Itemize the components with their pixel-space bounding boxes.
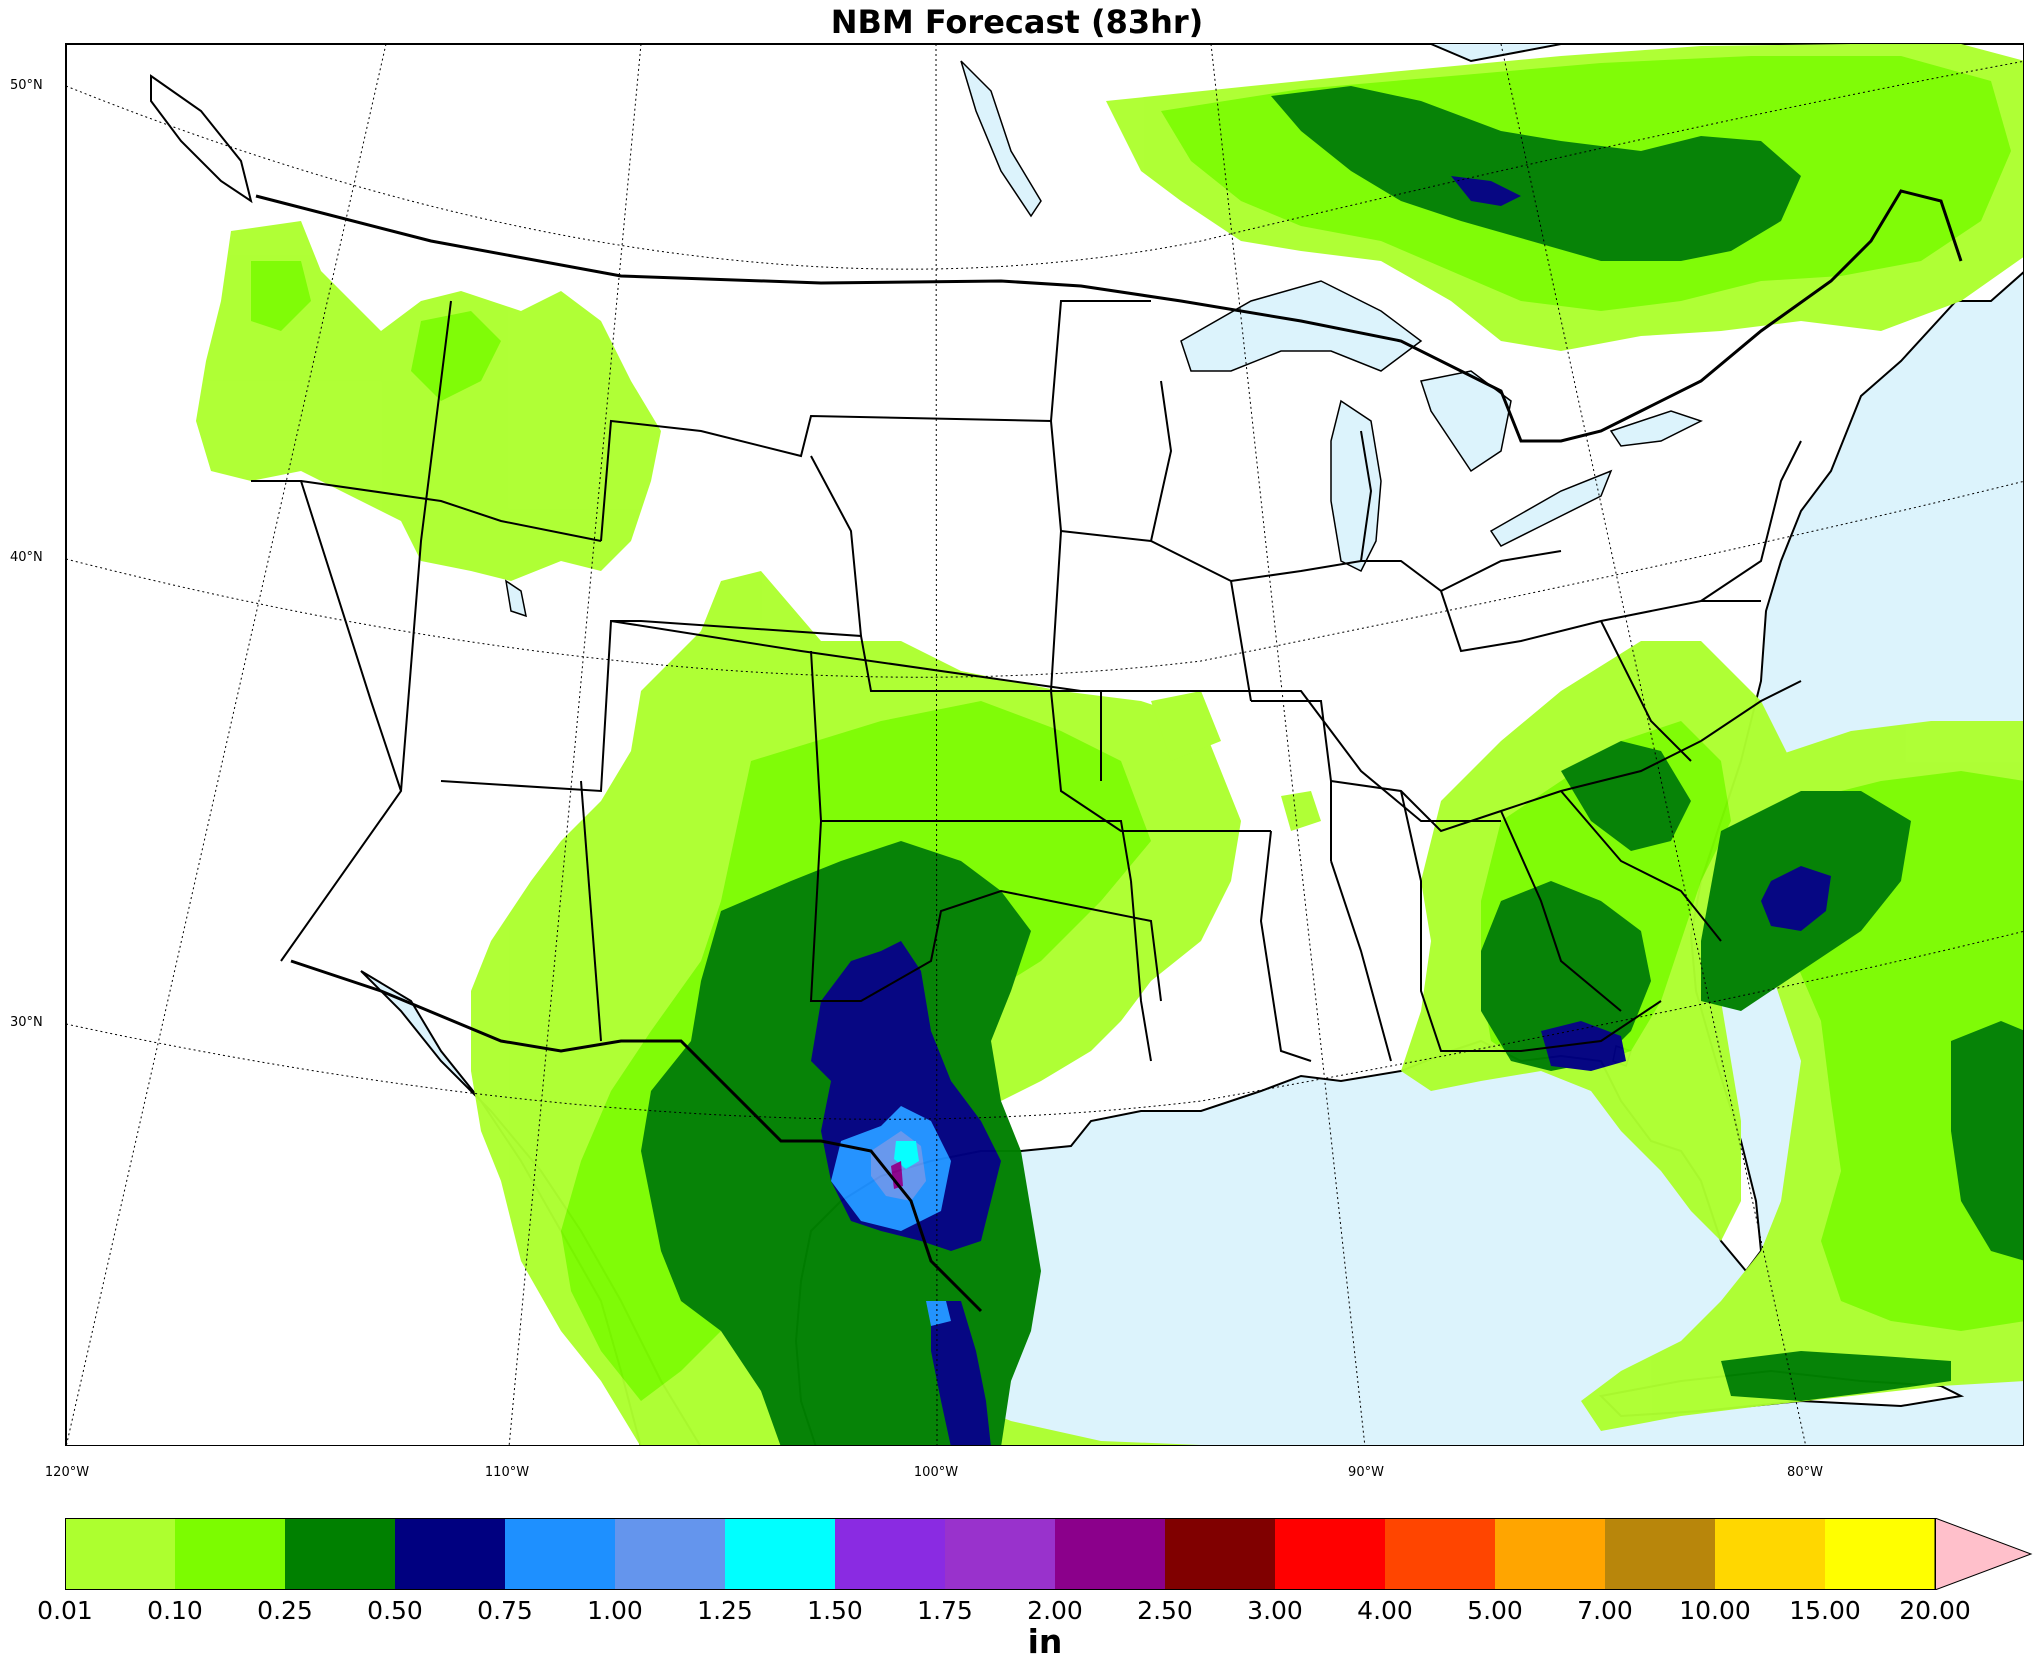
colorbar-swatch: [615, 1518, 726, 1590]
colorbar-swatch: [1605, 1518, 1716, 1590]
graticule: [66, 44, 2023, 1445]
colorbar-swatch: [505, 1518, 616, 1590]
colorbar-tick-label: 20.00: [1899, 1596, 1971, 1625]
lon-label-120w: 120°W: [44, 1465, 90, 1480]
map-panel: [65, 43, 2024, 1446]
colorbar-tick-label: 0.75: [477, 1596, 533, 1625]
colorbar-swatch: [835, 1518, 946, 1590]
colorbar-units-label: in: [1027, 1622, 1063, 1661]
colorbar-swatch: [1165, 1518, 1276, 1590]
colorbar-tick-label: 1.50: [807, 1596, 863, 1625]
meridian-90w: [1210, 44, 1366, 1445]
precip-northwest: [196, 221, 661, 581]
map-title: NBM Forecast (83hr): [830, 3, 1204, 41]
us-canada-border: [255, 189, 1963, 443]
lake-huron: [1420, 370, 1512, 473]
lake-superior: [1180, 280, 1423, 372]
colorbar-swatches: [65, 1518, 1936, 1590]
lat-label-40n: 40°N: [10, 550, 43, 565]
us-mexico-border: [290, 959, 983, 1313]
colorbar: [65, 1518, 2033, 1590]
lake-michigan: [1330, 399, 1382, 573]
meridian-80w: [1500, 44, 1807, 1445]
lon-label-90w: 90°W: [1348, 1465, 1384, 1480]
lake-winnipeg: [960, 60, 1042, 218]
lon-label-110w: 110°W: [484, 1465, 530, 1480]
colorbar-tick-label: 0.01: [37, 1596, 93, 1625]
colorbar-swatch: [1825, 1518, 1936, 1590]
parallel-50n: [66, 60, 2023, 270]
colorbar-swatch: [1275, 1518, 1386, 1590]
colorbar-outline: [65, 1518, 1936, 1590]
colorbar-swatch: [175, 1518, 286, 1590]
colorbar-swatch: [1495, 1518, 1606, 1590]
vancouver-island: [150, 74, 253, 204]
colorbar-swatch: [65, 1518, 176, 1590]
colorbar-tick-label: 2.00: [1027, 1596, 1083, 1625]
colorbar-tick-label: 1.00: [587, 1596, 643, 1625]
political-borders: [251, 189, 1963, 1313]
colorbar-swatch: [725, 1518, 836, 1590]
colorbar-swatch: [1055, 1518, 1166, 1590]
colorbar-tick-label: 5.00: [1467, 1596, 1523, 1625]
lon-label-80w: 80°W: [1787, 1465, 1823, 1480]
colorbar-swatch: [285, 1518, 396, 1590]
colorbar-tick-label: 0.50: [367, 1596, 423, 1625]
colorbar-tick-label: 2.50: [1137, 1596, 1193, 1625]
colorbar-tick-label: 1.75: [917, 1596, 973, 1625]
great-salt-lake: [504, 579, 527, 618]
colorbar-extend-arrow: [1934, 1518, 2033, 1590]
colorbar-tick-label: 0.10: [147, 1596, 203, 1625]
colorbar-tick-label: 1.25: [697, 1596, 753, 1625]
meridian-100w: [935, 44, 938, 1445]
map-canvas: [66, 44, 2023, 1445]
lat-label-30n: 30°N: [10, 1015, 43, 1030]
colorbar-swatch: [945, 1518, 1056, 1590]
lakes: [504, 60, 1703, 1067]
colorbar-swatch: [1715, 1518, 1826, 1590]
colorbar-tick-label: 4.00: [1357, 1596, 1413, 1625]
lake-erie: [1489, 469, 1613, 547]
colorbar-tick-label: 10.00: [1679, 1596, 1751, 1625]
lake-ontario: [1609, 410, 1703, 447]
colorbar-swatch: [395, 1518, 506, 1590]
colorbar-tick-label: 7.00: [1577, 1596, 1633, 1625]
lon-label-100w: 100°W: [913, 1465, 959, 1480]
precipitation-shading: [196, 44, 2023, 1445]
colorbar-tick-label: 0.25: [257, 1596, 313, 1625]
lat-label-50n: 50°N: [10, 78, 43, 93]
parallel-40n: [66, 480, 2023, 678]
colorbar-tick-label: 15.00: [1789, 1596, 1861, 1625]
colorbar-tick-label: 3.00: [1247, 1596, 1303, 1625]
colorbar-swatch: [1385, 1518, 1496, 1590]
